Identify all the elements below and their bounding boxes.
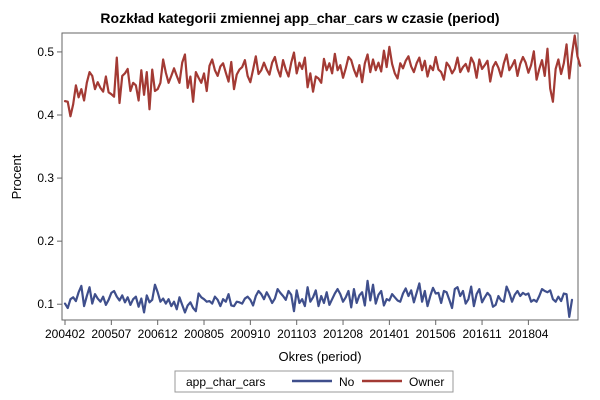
- x-tick-label: 201804: [508, 327, 548, 341]
- legend-label-owner: Owner: [409, 375, 444, 389]
- x-tick-label: 201208: [323, 327, 363, 341]
- x-tick-label: 200402: [45, 327, 85, 341]
- y-tick-label: 0.4: [37, 108, 54, 122]
- y-tick-label: 0.1: [37, 297, 54, 311]
- x-tick-label: 201103: [277, 327, 316, 341]
- series-line-no: [63, 279, 574, 318]
- legend-label-no: No: [339, 375, 355, 389]
- x-tick-label: 200805: [184, 327, 224, 341]
- series-layer: [63, 34, 582, 318]
- y-tick-label: 0.3: [37, 171, 54, 185]
- x-tick-label: 200612: [138, 327, 178, 341]
- y-tick-label: 0.5: [37, 45, 54, 59]
- x-axis-label: Okres (period): [278, 349, 361, 364]
- chart-title: Rozkład kategorii zmiennej app_char_cars…: [100, 10, 499, 26]
- series-line-owner: [63, 34, 582, 118]
- x-tick-label: 200910: [230, 327, 270, 341]
- x-tick-label: 201611: [462, 327, 501, 341]
- x-axis: 200402 200507 200612 200805 200910 201103 2012…: [45, 320, 549, 341]
- y-axis-label: Procent: [9, 154, 24, 199]
- plot-area: [61, 32, 579, 321]
- y-axis: 0.1 0.2 0.3 0.4 0.5: [37, 45, 62, 311]
- legend-title: app_char_cars: [186, 375, 265, 389]
- x-tick-label: 201506: [416, 327, 456, 341]
- legend: app_char_cars No Owner: [174, 370, 454, 393]
- x-tick-label: 201401: [369, 327, 409, 341]
- x-tick-label: 200507: [91, 327, 131, 341]
- y-tick-label: 0.2: [37, 234, 54, 248]
